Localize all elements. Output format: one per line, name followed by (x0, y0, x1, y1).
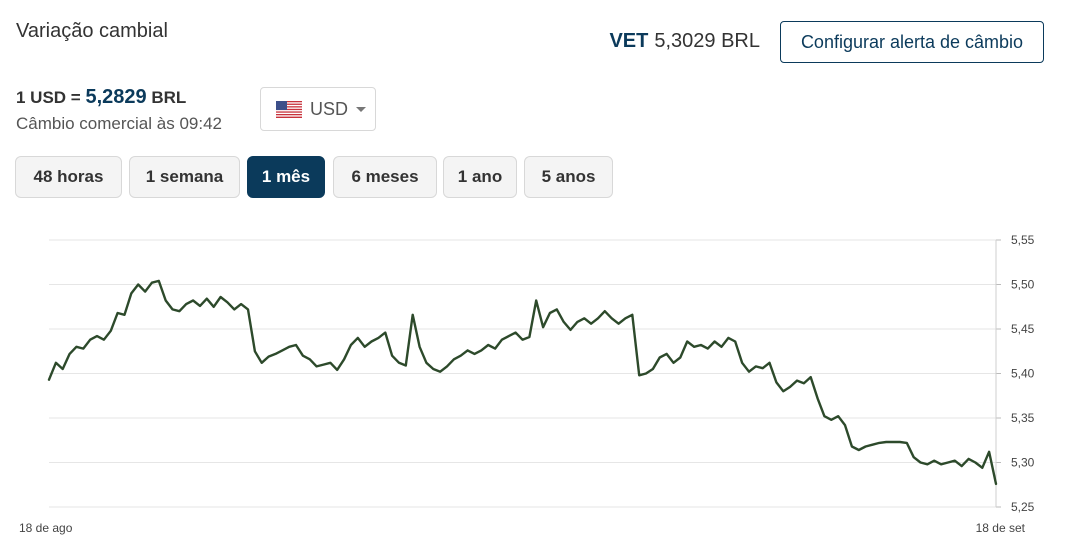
currency-select[interactable]: USD (260, 87, 376, 131)
tab-1-ano[interactable]: 1 ano (443, 156, 517, 198)
us-flag-icon (276, 100, 302, 118)
vet-value: 5,3029 BRL (654, 30, 760, 52)
currency-code: USD (310, 98, 349, 119)
chart-grid (49, 239, 996, 508)
vet-rate: VET 5,3029 BRL (609, 30, 760, 53)
configure-alert-button[interactable]: Configurar alerta de câmbio (780, 21, 1044, 63)
y-tick-label: 5,55 (1011, 233, 1035, 247)
chevron-down-icon (356, 106, 367, 112)
y-tick-label: 5,40 (1011, 367, 1035, 381)
page-title: Variação cambial (16, 20, 168, 42)
rate-subtitle: Câmbio comercial às 09:42 (16, 114, 222, 133)
x-tick-label-end: 18 de set (976, 521, 1026, 535)
rate-prefix: 1 USD = (16, 88, 81, 107)
tab-5-anos[interactable]: 5 anos (524, 156, 613, 198)
tab-1-mes[interactable]: 1 mês (247, 156, 325, 198)
x-tick-label-start: 18 de ago (19, 521, 73, 535)
y-tick-label: 5,50 (1011, 278, 1035, 292)
vet-label: VET (609, 30, 649, 52)
rate-value: 5,2829 (85, 86, 147, 108)
y-tick-label: 5,30 (1011, 456, 1035, 470)
series-line (47, 279, 998, 486)
y-tick-label: 5,25 (1011, 500, 1035, 514)
rate-currency: BRL (151, 88, 187, 107)
y-axis-ticks: 5,55 5,50 5,45 5,40 5,35 5,30 5,25 (996, 233, 1035, 514)
tab-48-horas[interactable]: 48 horas (15, 156, 122, 198)
tab-6-meses[interactable]: 6 meses (333, 156, 437, 198)
y-tick-label: 5,45 (1011, 322, 1035, 336)
exchange-rate-chart: 5,55 5,50 5,45 5,40 5,35 5,30 5,25 18 de ago 1… (19, 233, 1035, 535)
y-tick-label: 5,35 (1011, 411, 1035, 425)
tab-1-semana[interactable]: 1 semana (129, 156, 240, 198)
exchange-rate: 1 USD = 5,2829 BRL (16, 86, 186, 109)
